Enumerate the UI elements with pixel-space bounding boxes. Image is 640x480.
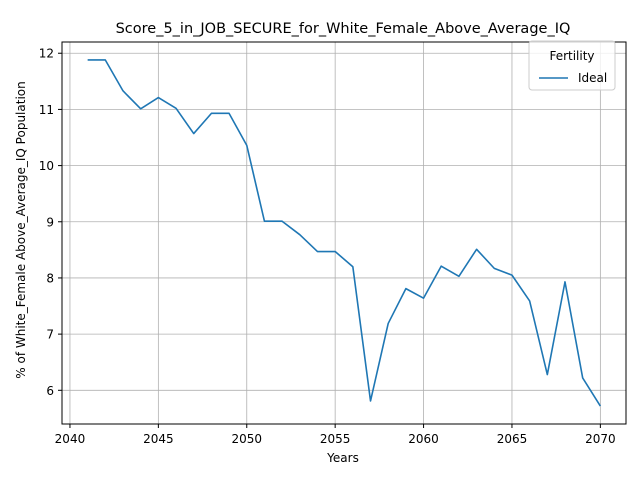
- series-line-0: [87, 59, 602, 407]
- y-tick-label: 10: [39, 159, 54, 173]
- y-tick-label: 8: [46, 271, 54, 285]
- y-axis-ticks: 6 7 8 9 10 11 12: [39, 47, 62, 398]
- y-tick-label: 9: [46, 215, 54, 229]
- y-tick-label: 6: [46, 384, 54, 398]
- x-tick-label: 2065: [497, 432, 528, 446]
- legend: Fertility Ideal: [528, 40, 616, 91]
- x-tick-label: 2055: [320, 432, 351, 446]
- x-axis-ticks: 2040 2045 2050 2055 2060 2065 2070: [55, 424, 616, 446]
- x-tick-label: 2050: [231, 432, 262, 446]
- x-tick-label: 2040: [55, 432, 86, 446]
- y-tick-label: 7: [46, 328, 54, 342]
- y-axis-label: % of White_Female Above_Average_IQ Popul…: [14, 81, 28, 378]
- plot-frame: [61, 41, 627, 425]
- x-tick-label: 2070: [585, 432, 616, 446]
- x-tick-label: 2060: [408, 432, 439, 446]
- x-axis-label: Years: [326, 451, 359, 465]
- x-tick-label: 2045: [143, 432, 174, 446]
- chart-title: Score_5_in_JOB_SECURE_for_White_Female_A…: [116, 21, 571, 37]
- y-tick-label: 11: [39, 103, 54, 117]
- legend-label: Ideal: [578, 71, 607, 85]
- series-layer: [87, 59, 602, 407]
- legend-title: Fertility: [549, 49, 594, 63]
- y-tick-label: 12: [39, 47, 54, 61]
- grid-lines: [62, 42, 626, 424]
